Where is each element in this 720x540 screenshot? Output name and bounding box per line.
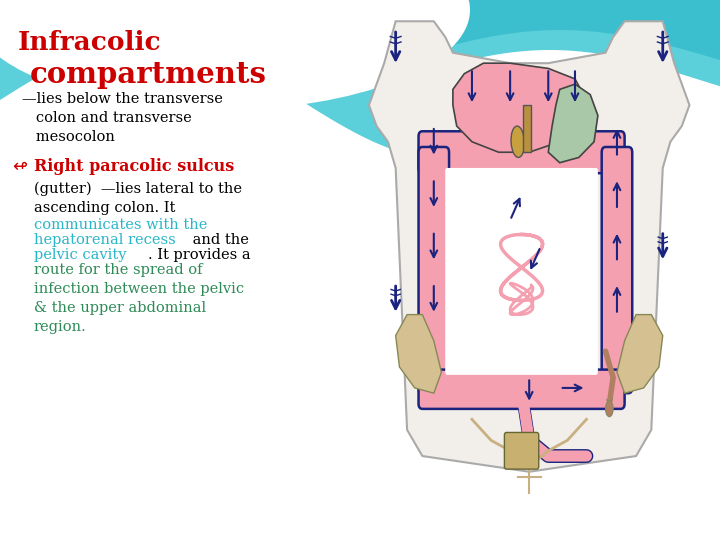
Text: —lies below the transverse
   colon and transverse
   mesocolon: —lies below the transverse colon and tra… (22, 92, 223, 144)
FancyBboxPatch shape (505, 433, 539, 469)
Polygon shape (369, 21, 690, 472)
Text: Infracolic: Infracolic (18, 30, 161, 55)
FancyBboxPatch shape (602, 147, 632, 393)
FancyBboxPatch shape (445, 168, 598, 375)
Polygon shape (549, 84, 598, 163)
Text: (gutter)  —lies lateral to the
ascending colon. It: (gutter) —lies lateral to the ascending … (34, 182, 242, 215)
Text: . It provides a: . It provides a (148, 248, 251, 262)
Bar (523, 105, 531, 152)
Ellipse shape (511, 126, 524, 158)
Text: Right paracolic sulcus: Right paracolic sulcus (34, 158, 234, 175)
Text: communicates with the: communicates with the (34, 218, 207, 232)
FancyBboxPatch shape (418, 131, 625, 173)
Text: compartments: compartments (30, 60, 267, 89)
Ellipse shape (0, 0, 470, 110)
Text: and the: and the (188, 233, 249, 247)
Polygon shape (400, 0, 720, 60)
Polygon shape (0, 0, 720, 152)
Polygon shape (617, 315, 662, 393)
Text: ↫: ↫ (12, 158, 27, 176)
Polygon shape (453, 63, 587, 152)
Polygon shape (396, 315, 441, 393)
FancyBboxPatch shape (418, 147, 449, 393)
FancyBboxPatch shape (418, 369, 625, 409)
Text: hepatorenal recess: hepatorenal recess (34, 233, 176, 247)
Text: route for the spread of
infection between the pelvic
& the upper abdominal
regio: route for the spread of infection betwee… (34, 263, 244, 334)
Ellipse shape (606, 401, 613, 417)
Text: pelvic cavity: pelvic cavity (34, 248, 127, 262)
